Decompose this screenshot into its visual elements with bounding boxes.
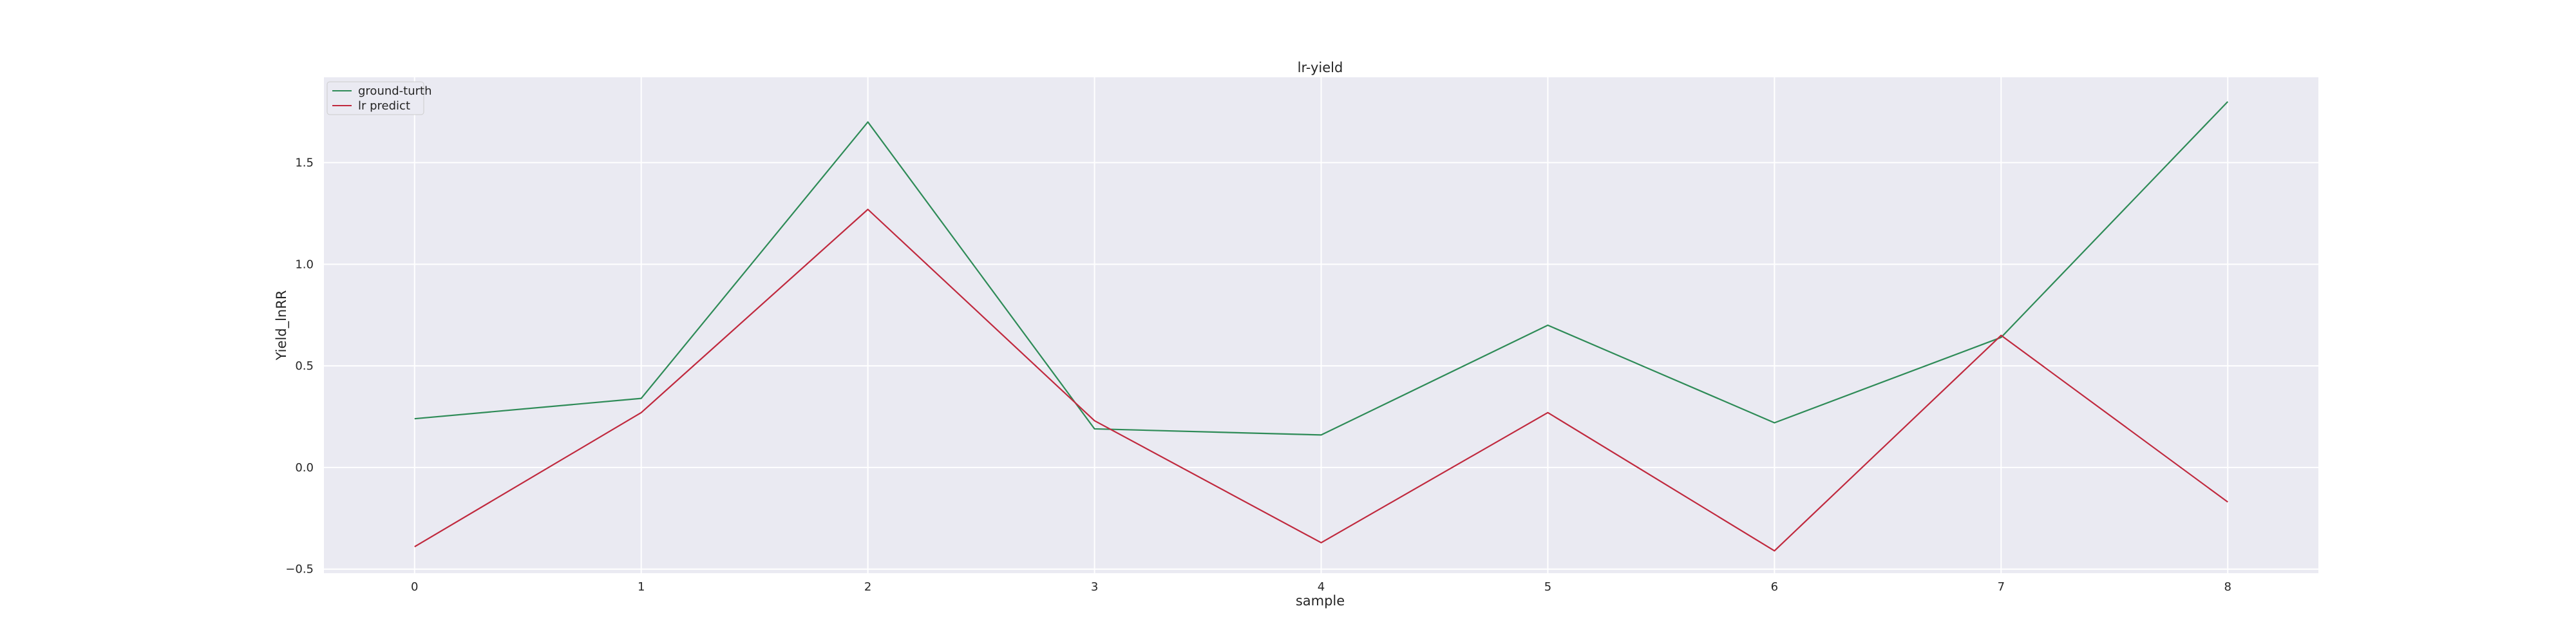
- x-tick-label: 6: [1771, 580, 1778, 594]
- chart-title: lr-yield: [1298, 60, 1343, 75]
- x-tick-label: 0: [411, 580, 418, 594]
- x-tick-label: 1: [638, 580, 645, 594]
- grid-lines: [324, 77, 2318, 573]
- series-line-lr-predict: [414, 209, 2228, 552]
- x-tick-labels: 0 1 2 3 4 5 6 7 8: [411, 580, 2231, 594]
- y-tick-label: 0.5: [295, 359, 314, 373]
- y-tick-label: 1.5: [295, 156, 314, 170]
- y-tick-label: 0.0: [295, 461, 314, 475]
- legend: ground-turth lr predict: [327, 81, 432, 115]
- x-tick-label: 8: [2224, 580, 2231, 594]
- x-axis-label: sample: [1296, 593, 1345, 609]
- x-tick-label: 5: [1544, 580, 1551, 594]
- x-tick-label: 2: [864, 580, 871, 594]
- y-tick-label: −0.5: [285, 563, 314, 576]
- series-line-ground-turth: [414, 101, 2229, 436]
- x-tick-label: 4: [1318, 580, 1325, 594]
- series-lines: [414, 101, 2229, 552]
- legend-label-lr-predict: lr predict: [358, 99, 410, 113]
- x-tick-label: 3: [1091, 580, 1098, 594]
- legend-label-ground-turth: ground-turth: [358, 84, 432, 98]
- y-tick-labels: −0.5 0.0 0.5 1.0 1.5: [285, 156, 314, 576]
- x-tick-label: 7: [1998, 580, 2005, 594]
- y-axis-label: Yield_lnRR: [274, 290, 290, 361]
- legend-box: [327, 81, 424, 115]
- y-tick-label: 1.0: [295, 258, 314, 271]
